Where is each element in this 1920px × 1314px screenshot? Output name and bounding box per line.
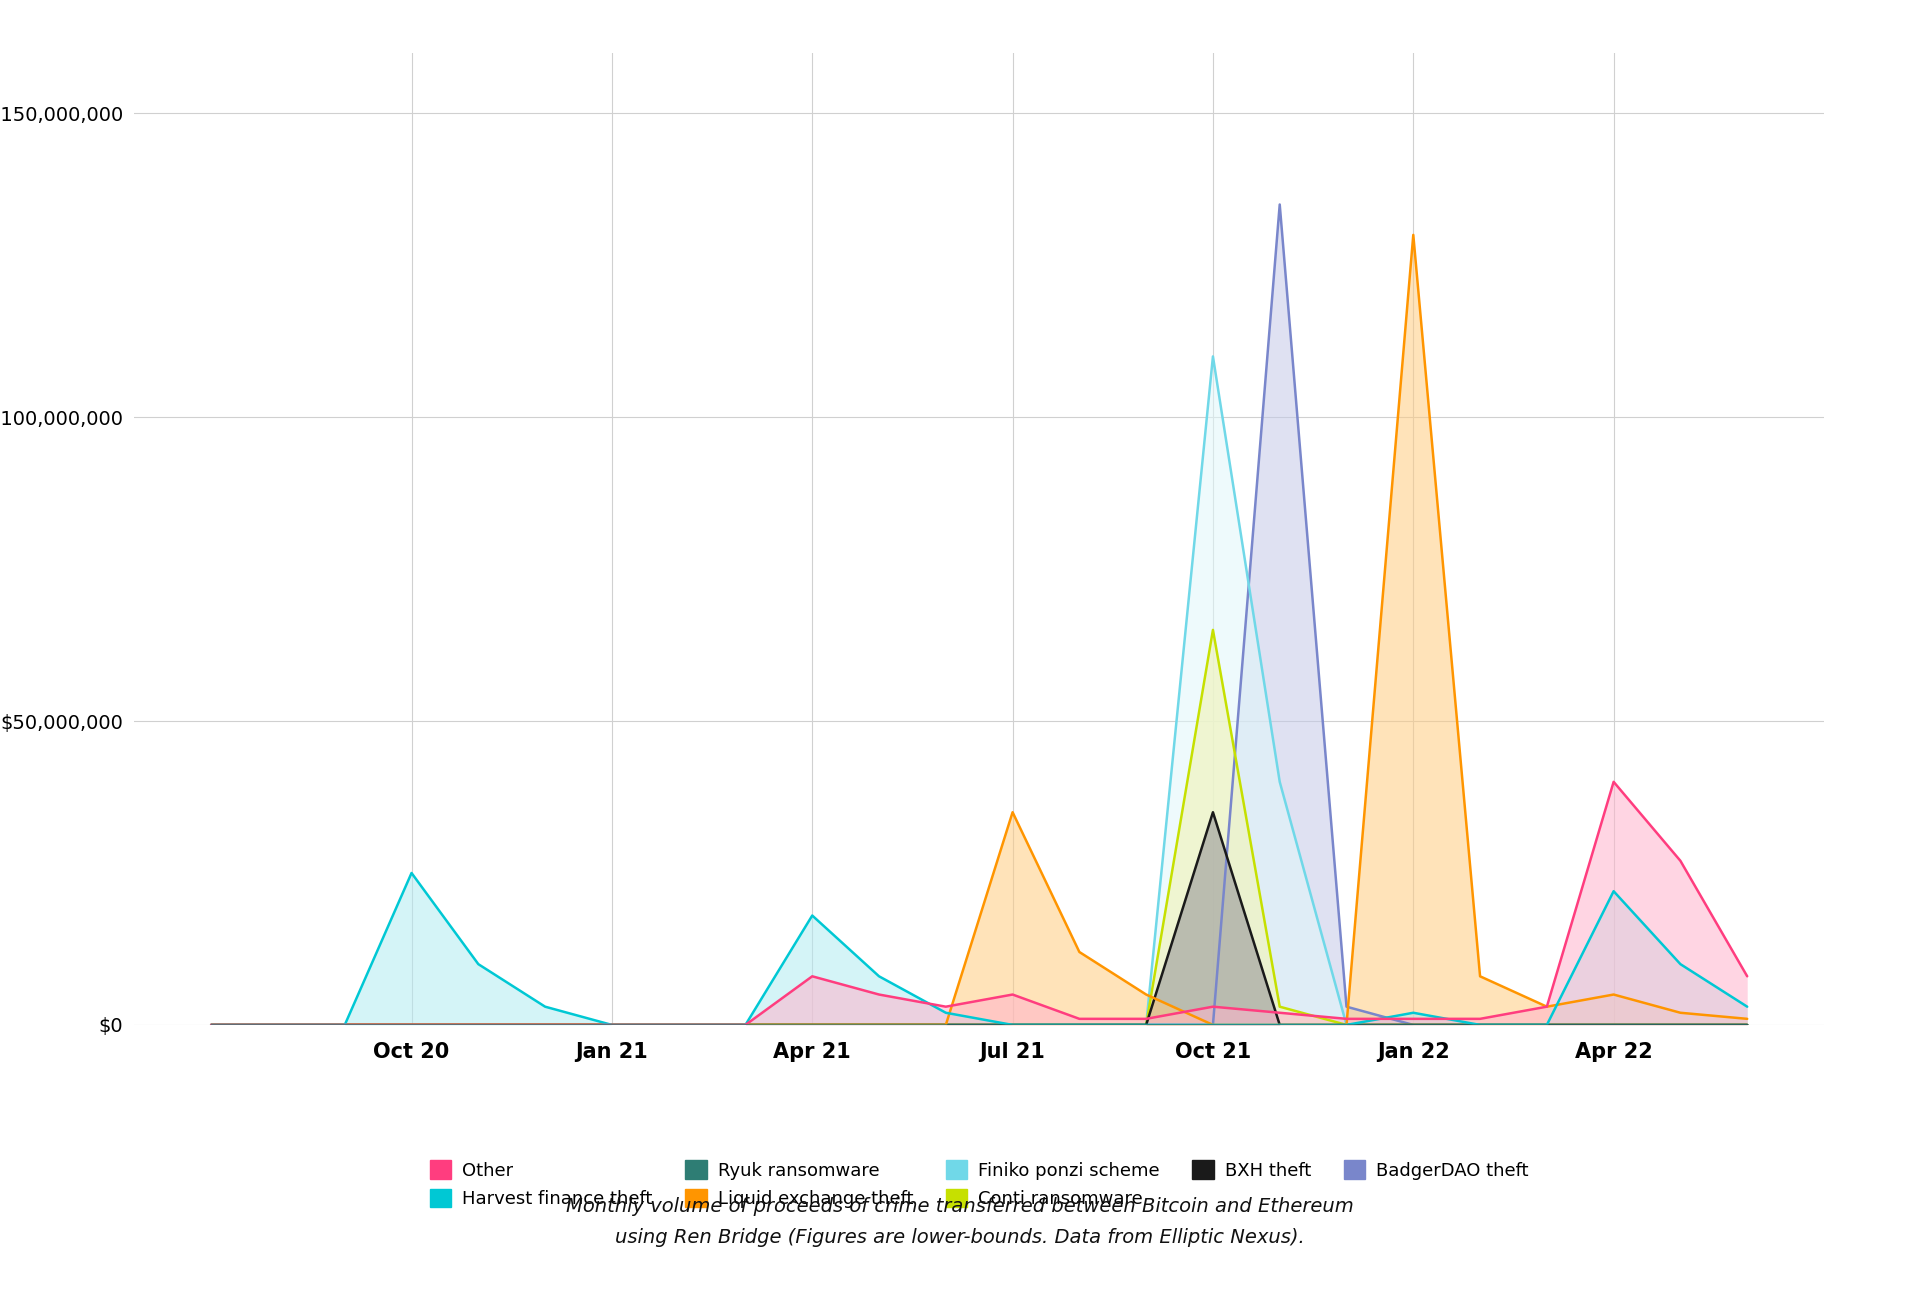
Legend: Other, Harvest finance theft, Ryuk ransomware, Liquid exchange theft, Finiko pon: Other, Harvest finance theft, Ryuk ranso…: [430, 1160, 1528, 1208]
Text: Monthly volume of proceeds of crime transferred between Bitcoin and Ethereum
usi: Monthly volume of proceeds of crime tran…: [566, 1197, 1354, 1247]
